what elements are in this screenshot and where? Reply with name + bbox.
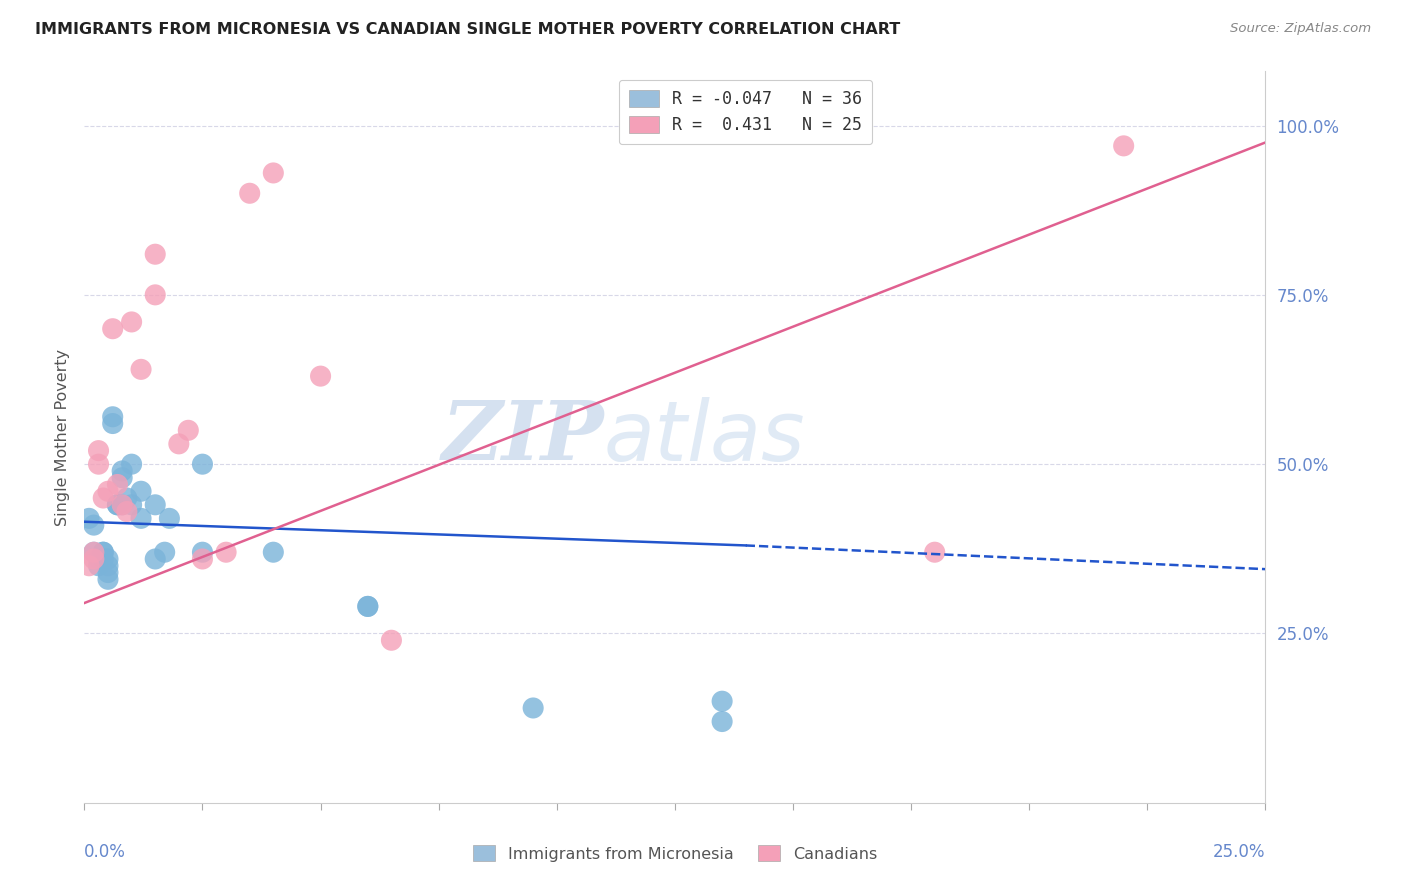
Point [107,498,129,512]
Point [83,518,105,533]
Point [522,701,544,715]
Point [357,599,380,614]
Point [143,498,166,512]
Point [357,599,380,614]
Point [143,552,166,566]
Point [191,552,214,566]
Point [83,545,105,559]
Point [91,552,114,566]
Point [129,362,152,376]
Point [107,477,129,491]
Point [143,288,166,302]
Text: 25.0%: 25.0% [1213,843,1265,861]
Point [177,423,200,437]
Point [111,498,134,512]
Y-axis label: Single Mother Poverty: Single Mother Poverty [55,349,70,525]
Point [1112,139,1135,153]
Point [97,566,120,580]
Point [129,511,152,525]
Point [87,552,110,566]
Point [309,369,332,384]
Point [97,558,120,573]
Point [101,409,124,424]
Point [77,558,100,573]
Point [380,633,402,648]
Point [107,498,129,512]
Point [97,572,120,586]
Point [91,491,114,505]
Point [87,443,110,458]
Point [153,545,176,559]
Point [91,545,114,559]
Point [239,186,262,201]
Point [83,545,105,559]
Point [97,552,120,566]
Text: atlas: atlas [605,397,806,477]
Point [121,457,143,471]
Point [157,511,180,525]
Point [83,552,105,566]
Legend: Immigrants from Micronesia, Canadians: Immigrants from Micronesia, Canadians [467,838,883,868]
Point [711,694,734,708]
Point [101,322,124,336]
Point [101,417,124,431]
Point [91,545,114,559]
Text: IMMIGRANTS FROM MICRONESIA VS CANADIAN SINGLE MOTHER POVERTY CORRELATION CHART: IMMIGRANTS FROM MICRONESIA VS CANADIAN S… [35,22,900,37]
Point [215,545,238,559]
Point [143,247,166,261]
Point [115,505,138,519]
Point [111,464,134,478]
Point [924,545,946,559]
Point [77,511,100,525]
Point [191,457,214,471]
Point [121,315,143,329]
Point [111,471,134,485]
Point [129,484,152,499]
Text: 0.0%: 0.0% [84,843,127,861]
Point [167,437,190,451]
Point [87,457,110,471]
Point [115,491,138,505]
Point [191,545,214,559]
Point [711,714,734,729]
Point [262,545,284,559]
Point [262,166,284,180]
Text: Source: ZipAtlas.com: Source: ZipAtlas.com [1230,22,1371,36]
Text: ZIP: ZIP [441,397,605,477]
Point [87,558,110,573]
Point [97,484,120,499]
Point [121,498,143,512]
Point [111,498,134,512]
